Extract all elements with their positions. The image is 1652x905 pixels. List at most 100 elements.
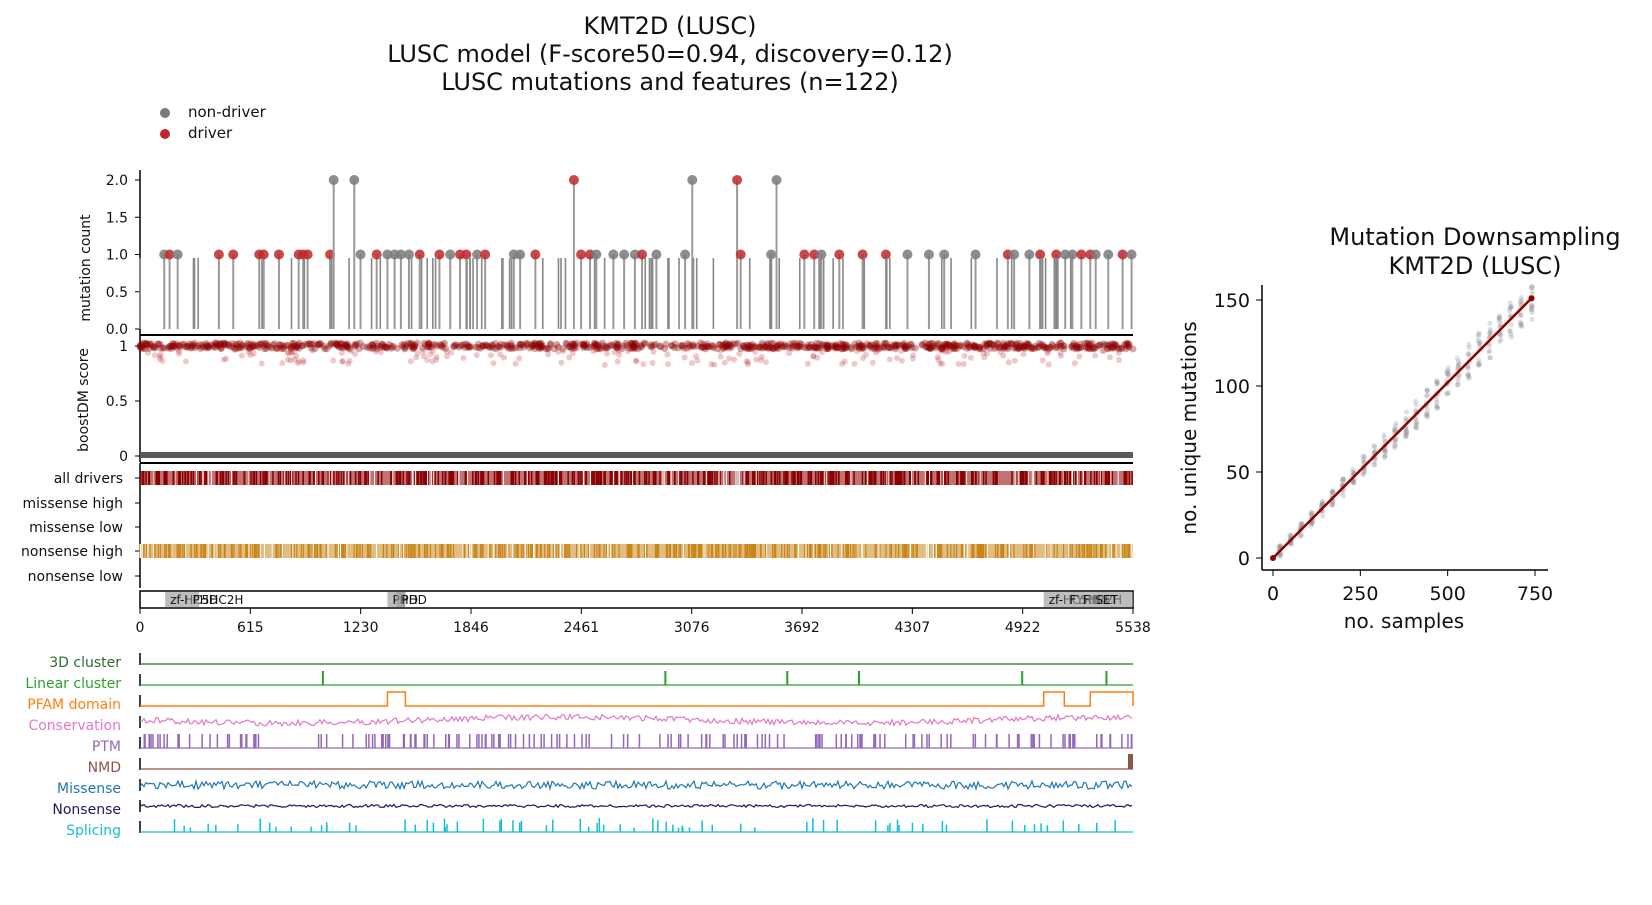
boost-score-point (1007, 340, 1015, 348)
boost-score-point (631, 339, 639, 347)
boost-score-point-low (176, 350, 183, 357)
downsampling-sample-point (1455, 379, 1461, 385)
boost-score-point (452, 342, 460, 350)
boost-score-point (922, 343, 930, 351)
boost-score-point (722, 340, 730, 348)
boost-score-point (1111, 341, 1119, 349)
boost-score-point (1086, 341, 1094, 349)
boost-score-point (1035, 339, 1043, 347)
boost-score-point (1072, 343, 1080, 351)
boost-score-point (157, 344, 165, 352)
x-tick-label: 2461 (564, 620, 600, 636)
boost-score-point (885, 344, 893, 352)
boost-score-point (461, 344, 469, 352)
boost-score-point (719, 341, 727, 349)
boost-score-point (425, 340, 433, 348)
boost-score-point (925, 340, 933, 348)
boost-score-point (1108, 340, 1116, 348)
boost-score-point (250, 343, 258, 351)
boost-score-point-low (616, 351, 623, 358)
boost-score-point (523, 341, 531, 349)
downsampling-sample-point (1403, 432, 1409, 438)
boost-score-point-low (407, 358, 414, 365)
boost-score-point (794, 342, 802, 350)
boost-score-point (703, 342, 711, 350)
boost-score-point (1052, 344, 1060, 352)
boost-score-point (136, 342, 144, 350)
boost-score-point-low (692, 353, 699, 360)
boost-score-point (631, 344, 639, 352)
boost-score-point (875, 345, 883, 353)
boost-score-point (492, 345, 500, 353)
boost-score-point (1077, 343, 1085, 351)
boost-score-point (169, 340, 177, 348)
boost-score-point (142, 340, 150, 348)
boost-score-point (993, 343, 1001, 351)
driver-point (809, 249, 820, 260)
boost-score-point (726, 340, 734, 348)
boost-score-point-low (625, 348, 632, 355)
boost-score-point (1031, 342, 1039, 350)
boost-score-point (379, 340, 387, 348)
boost-score-point (138, 342, 146, 350)
boost-score-point (900, 339, 908, 347)
downsampling-title-1: Mutation Downsampling (1329, 223, 1621, 251)
boost-score-point-low (300, 357, 307, 364)
legend-non-driver-label: non-driver (188, 103, 266, 121)
boost-score-point (927, 339, 935, 347)
boost-score-point (976, 343, 984, 351)
boost-score-point (579, 342, 587, 350)
boost-score-point (939, 342, 947, 350)
boost-score-point (761, 343, 769, 351)
boost-score-point (699, 343, 707, 351)
boost-score-point-low (348, 348, 355, 355)
boost-score-point (868, 344, 876, 352)
driver-point (258, 249, 269, 260)
driver-point (302, 249, 313, 260)
legend-driver-label: driver (188, 124, 233, 142)
boost-score-point (764, 344, 772, 352)
boost-score-point (537, 342, 545, 350)
track-label-4: nonsense low (28, 569, 123, 585)
driver-point (637, 249, 648, 260)
boost-score-point (828, 343, 836, 351)
boost-score-point (356, 339, 364, 347)
boost-score-point (749, 340, 757, 348)
driver-marker (160, 128, 170, 139)
boost-score-point (888, 341, 896, 349)
boost-score-point (235, 344, 243, 352)
boost-score-point (255, 343, 263, 351)
boost-score-point (1028, 345, 1036, 353)
downsampling-sample-point (1476, 362, 1482, 368)
nmd-block (1127, 754, 1133, 769)
domain-label: PHD (401, 593, 427, 607)
boost-score-point (460, 340, 468, 348)
boost-score-point (922, 343, 930, 351)
downsampling-sample-point (1496, 318, 1503, 324)
boost-score-point (343, 342, 351, 350)
boost-score-point (197, 340, 205, 348)
boost-score-point (175, 342, 183, 350)
boost-score-point (816, 340, 824, 348)
boost-score-point (140, 339, 148, 347)
boost-score-point (166, 342, 174, 350)
title-line-2: LUSC model (F-score50=0.94, discovery=0.… (387, 40, 953, 68)
driver-tracks-panel: all drivers missense high missense low nons… (21, 463, 1133, 588)
boost-score-point (629, 340, 637, 348)
boost-score-point (986, 339, 994, 347)
boost-score-point (222, 340, 230, 348)
boost-score-point-low (753, 356, 760, 363)
boost-score-point (508, 342, 516, 350)
boost-score-point (1060, 345, 1068, 353)
boost-score-point (938, 344, 946, 352)
boost-score-point (789, 339, 797, 347)
boost-score-point (293, 343, 301, 351)
boost-score-point (138, 344, 146, 352)
boost-score-point-low (497, 351, 504, 358)
boost-score-point (623, 341, 631, 349)
boost-score-point (688, 342, 696, 350)
boost-score-point (708, 341, 716, 349)
domain-label: PHD (193, 593, 219, 607)
feature-label-4: PTM (92, 739, 121, 755)
driver-point (735, 249, 746, 260)
